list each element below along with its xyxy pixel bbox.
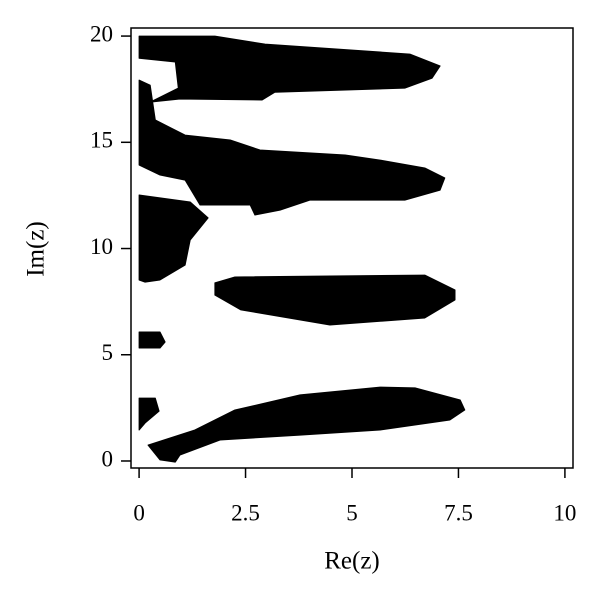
region: [138, 35, 441, 103]
y-axis-title: Im(z): [23, 221, 50, 277]
y-tick-label: 0: [102, 446, 114, 471]
y-tick-label: 15: [90, 128, 113, 153]
x-axis-title: Re(z): [324, 548, 380, 575]
x-tick-label: 2.5: [231, 500, 260, 525]
region: [147, 386, 466, 463]
x-tick-label: 10: [553, 500, 576, 525]
y-tick-label: 10: [90, 234, 113, 259]
region: [138, 79, 446, 216]
region: [214, 274, 456, 326]
y-tick-label: 5: [102, 340, 114, 365]
x-tick-label: 7.5: [444, 500, 473, 525]
x-tick-label: 5: [346, 500, 358, 525]
region: [138, 397, 160, 431]
region: [138, 194, 209, 283]
y-tick-label: 20: [90, 21, 113, 46]
region: [138, 331, 166, 349]
x-tick-label: 0: [133, 500, 145, 525]
